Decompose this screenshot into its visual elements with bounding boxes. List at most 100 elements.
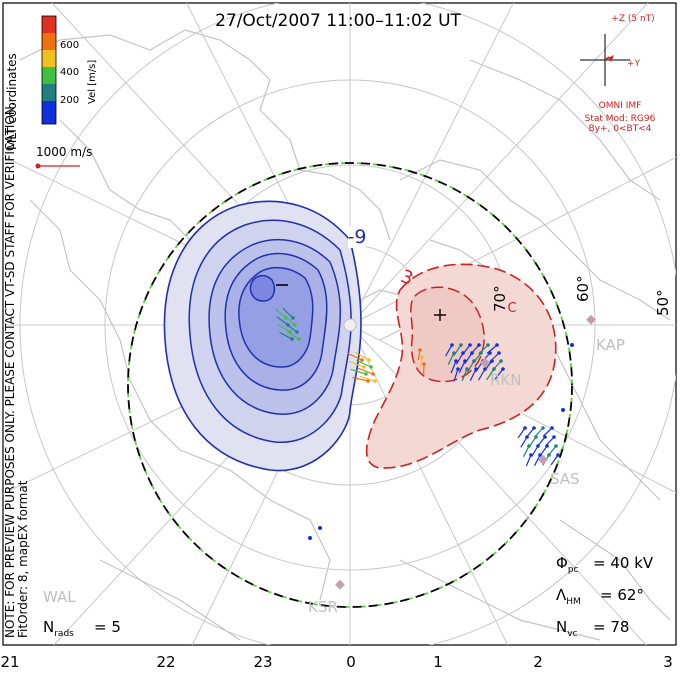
- velocity-vector-line: [469, 344, 480, 356]
- velocity-vector-line: [283, 315, 296, 326]
- imf-source: OMNI IMF: [599, 101, 642, 111]
- velocity-vector-line: [350, 368, 367, 375]
- mlt-tick-1: 1: [433, 653, 443, 671]
- velocity-vector-origin: [459, 343, 463, 347]
- map-title: 27/Oct/2007 11:00–11:02 UT: [215, 11, 461, 31]
- velocity-vector-origin: [552, 435, 556, 439]
- velocity-vectors: [274, 307, 574, 540]
- radar-sites: RKN KAP SAS KSR WAL: [43, 314, 625, 616]
- radar-label-sas: SAS: [550, 470, 580, 488]
- velocity-vector-origin: [371, 372, 375, 376]
- velocity-vector-line: [534, 454, 541, 466]
- velocity-vector-line: [547, 445, 557, 456]
- velocity-vector-origin: [554, 444, 558, 448]
- radar-label-wal: WAL: [43, 588, 76, 606]
- colorbar-tick-200: 200: [60, 95, 79, 106]
- velocity-vector-line: [354, 351, 370, 361]
- velocity-vector-origin: [364, 372, 368, 376]
- velocity-vector-line: [453, 368, 459, 382]
- imf-condition: By+, 0<BT<4: [589, 124, 652, 134]
- velocity-vector-origin: [373, 379, 377, 383]
- lat-label-60: 60°: [574, 275, 592, 302]
- velocity-vector-origin: [297, 337, 301, 341]
- coastlines: [19, 29, 671, 641]
- velocity-vector-origin: [541, 426, 545, 430]
- velocity-vector-line: [453, 344, 462, 357]
- negative-contour-label: -9: [348, 226, 367, 248]
- velocity-vector-origin: [550, 426, 554, 430]
- reference-vector-label: 1000 m/s: [36, 145, 92, 159]
- magnetic-pole-marker: [343, 318, 357, 332]
- mlt-axis: 21 22 23 0 1 2 3: [0, 653, 672, 671]
- velocity-vector-origin: [422, 362, 426, 366]
- phi-pc-value: = 40 kV: [593, 554, 654, 572]
- velocity-vector-origin: [501, 367, 505, 371]
- velocity-vector-line: [357, 367, 374, 375]
- velocity-vector-origin: [362, 365, 366, 369]
- imf-z-label: +Z (5 nT): [611, 14, 654, 24]
- velocity-vector-line: [483, 360, 493, 372]
- radar-label-kap: KAP: [596, 336, 625, 354]
- velocity-vector-line: [285, 323, 298, 333]
- colorbar-tick-400: 400: [60, 67, 79, 78]
- heppner-maynard-boundary-green: [127, 162, 573, 608]
- fit-statistics: Φpc = 40 kV ΛHM = 62° Nvc = 78 Nrads = 5: [43, 554, 654, 639]
- mlt-tick-21: 21: [0, 653, 19, 671]
- velocity-vector-line: [525, 454, 532, 467]
- velocity-vector-origin: [556, 453, 560, 457]
- velocity-vector-line: [534, 427, 544, 438]
- velocity-vector-origin: [523, 426, 527, 430]
- fit-order-note: FitOrder: 8, mapEX format: [16, 480, 30, 638]
- mlt-tick-22: 22: [156, 653, 175, 671]
- lat-label-70: 70°: [491, 285, 509, 312]
- imf-clock: +Z (5 nT) +Y OMNI IMF Stat Mod: RG96 By+…: [580, 14, 656, 134]
- contour-level-c: C: [507, 301, 516, 316]
- velocity-vector-line: [450, 360, 457, 374]
- velocity-vector-origin: [495, 343, 499, 347]
- velocity-vector-line: [461, 368, 468, 382]
- velocity-vector-origin: [293, 323, 297, 327]
- velocity-vector-origin: [499, 359, 503, 363]
- velocity-vector-origin: [318, 526, 322, 530]
- radar-label-rkn: RKN: [490, 371, 521, 389]
- velocity-vector-origin: [456, 367, 460, 371]
- velocity-vector-line: [550, 454, 559, 466]
- velocity-vector-origin: [367, 358, 371, 362]
- imf-y-label: +Y: [627, 59, 641, 69]
- lambda-hm-value: = 62°: [600, 586, 644, 604]
- velocity-vector-origin: [295, 330, 299, 334]
- velocity-vector-origin: [418, 348, 422, 352]
- colorbar-label: Vel [m/s]: [87, 60, 98, 104]
- velocity-vector-line: [279, 331, 293, 340]
- mlt-tick-23: 23: [253, 653, 272, 671]
- velocity-vector-origin: [291, 316, 295, 320]
- colorbar-tick-600: 600: [60, 40, 79, 51]
- velocity-vector-origin: [497, 351, 501, 355]
- velocity-vector-line: [472, 352, 482, 364]
- velocity-vector-line: [489, 352, 500, 363]
- velocity-vector-line: [536, 436, 546, 447]
- velocity-vector-origin: [532, 426, 536, 430]
- velocity-vector-origin: [420, 355, 424, 359]
- velocity-vector-line: [277, 324, 291, 333]
- velocity-vector-line: [286, 331, 300, 340]
- velocity-vector-line: [545, 436, 555, 447]
- statistical-model: Stat Mod: RG96: [585, 114, 656, 124]
- velocity-vector-line: [282, 307, 294, 319]
- negative-convection-cell: -9: [163, 200, 367, 472]
- velocity-vector-line: [447, 352, 455, 365]
- velocity-vector-line: [469, 368, 477, 381]
- positive-convection-cell: 3 C: [365, 263, 557, 469]
- n-vc-value: = 78: [593, 618, 629, 636]
- velocity-vector-line: [348, 360, 365, 368]
- velocity-vector-line: [491, 360, 502, 372]
- velocity-vector-origin: [465, 367, 469, 371]
- mlt-tick-0: 0: [346, 653, 356, 671]
- latitude-labels: 70° 60° 50°: [491, 275, 672, 316]
- velocity-vector-origin: [561, 408, 565, 412]
- velocity-vector-line: [531, 445, 539, 457]
- velocity-vector-origin: [450, 343, 454, 347]
- velocity-vector-line: [461, 344, 471, 356]
- velocity-vector-line: [347, 352, 363, 361]
- n-rads-value: = 5: [94, 618, 121, 636]
